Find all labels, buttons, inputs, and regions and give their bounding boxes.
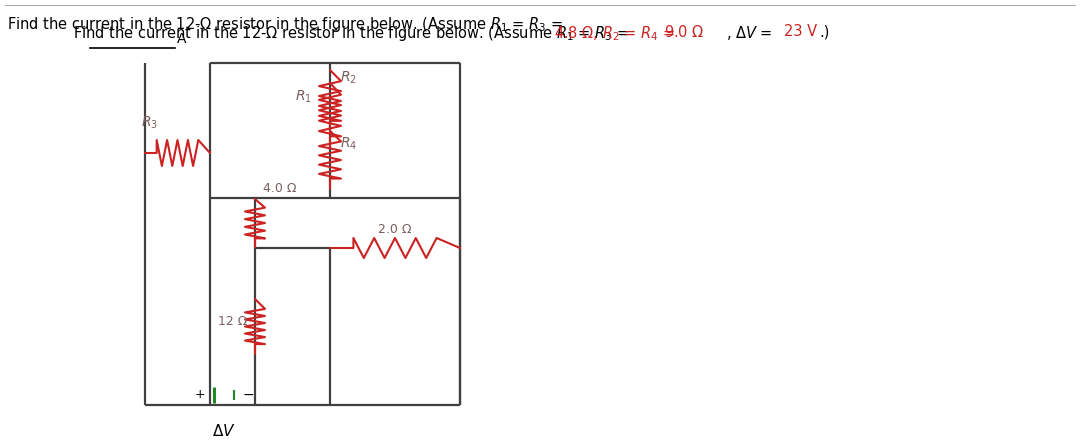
Text: 4.8 $\Omega$, $R_2$ = $R_4$ =: 4.8 $\Omega$, $R_2$ = $R_4$ =: [554, 24, 677, 43]
Text: 4.0 Ω: 4.0 Ω: [264, 182, 297, 195]
Text: 12 Ω: 12 Ω: [218, 315, 247, 328]
Text: , $\Delta V$ =: , $\Delta V$ =: [726, 24, 774, 43]
Text: 2.0 Ω: 2.0 Ω: [378, 223, 411, 236]
Text: −: −: [242, 388, 254, 402]
Text: Find the current in the 12-$\Omega$ resistor in the figure below. (Assume $R_1$ : Find the current in the 12-$\Omega$ resi…: [6, 15, 565, 34]
Text: .): .): [820, 24, 831, 39]
Text: A: A: [177, 32, 187, 46]
Text: 23 V: 23 V: [784, 24, 818, 39]
Text: $R_4$: $R_4$: [340, 136, 357, 152]
Text: $\Delta V$: $\Delta V$: [212, 423, 235, 439]
Text: $R_1$: $R_1$: [295, 89, 312, 105]
Text: $R_3$: $R_3$: [141, 115, 159, 131]
Text: 9.0 $\Omega$: 9.0 $\Omega$: [664, 24, 704, 40]
Text: +: +: [194, 389, 205, 401]
Text: Find the current in the 12-$\Omega$ resistor in the figure below. (Assume $R_1$ : Find the current in the 12-$\Omega$ resi…: [73, 24, 631, 43]
Text: $R_2$: $R_2$: [340, 70, 356, 86]
